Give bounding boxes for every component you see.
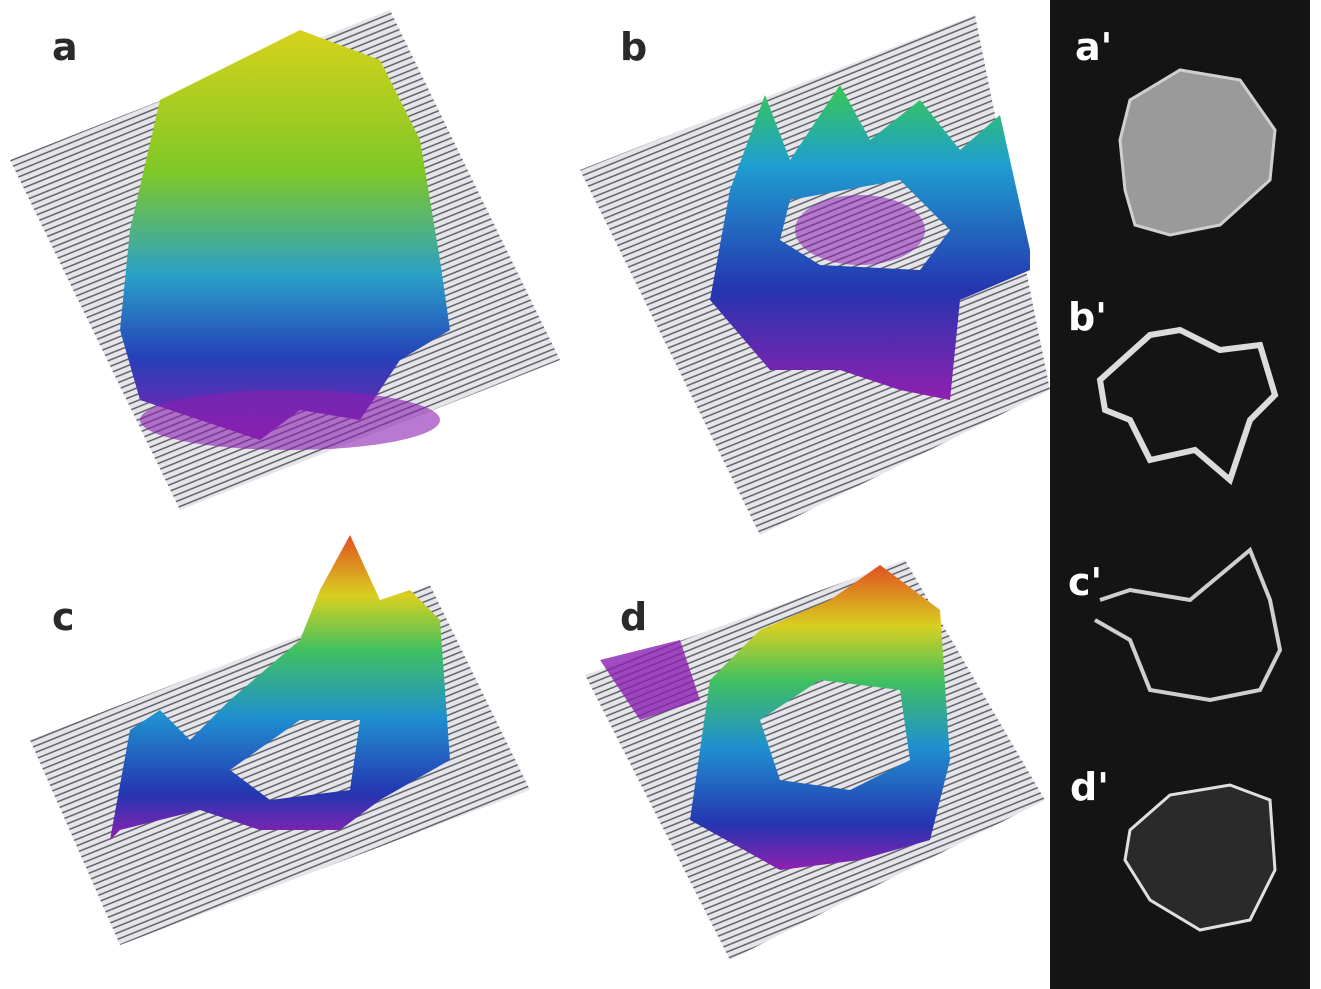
panel-label: c: [52, 595, 75, 639]
inset-label: a': [1075, 25, 1112, 69]
figure: a b c d a' b' c' d': [0, 0, 1321, 989]
panel-label: a: [52, 25, 78, 69]
surface-base: [140, 390, 440, 450]
page: a b c d a' b' c' d' (() => { const data …: [0, 0, 1321, 989]
base-plane: [30, 585, 530, 945]
panel-label: b: [620, 25, 647, 69]
inset-label: c': [1068, 560, 1102, 604]
panel-label: d: [620, 595, 647, 639]
inset-label: b': [1068, 295, 1107, 339]
surface-base: [795, 195, 925, 265]
inset-label: d': [1070, 765, 1109, 809]
